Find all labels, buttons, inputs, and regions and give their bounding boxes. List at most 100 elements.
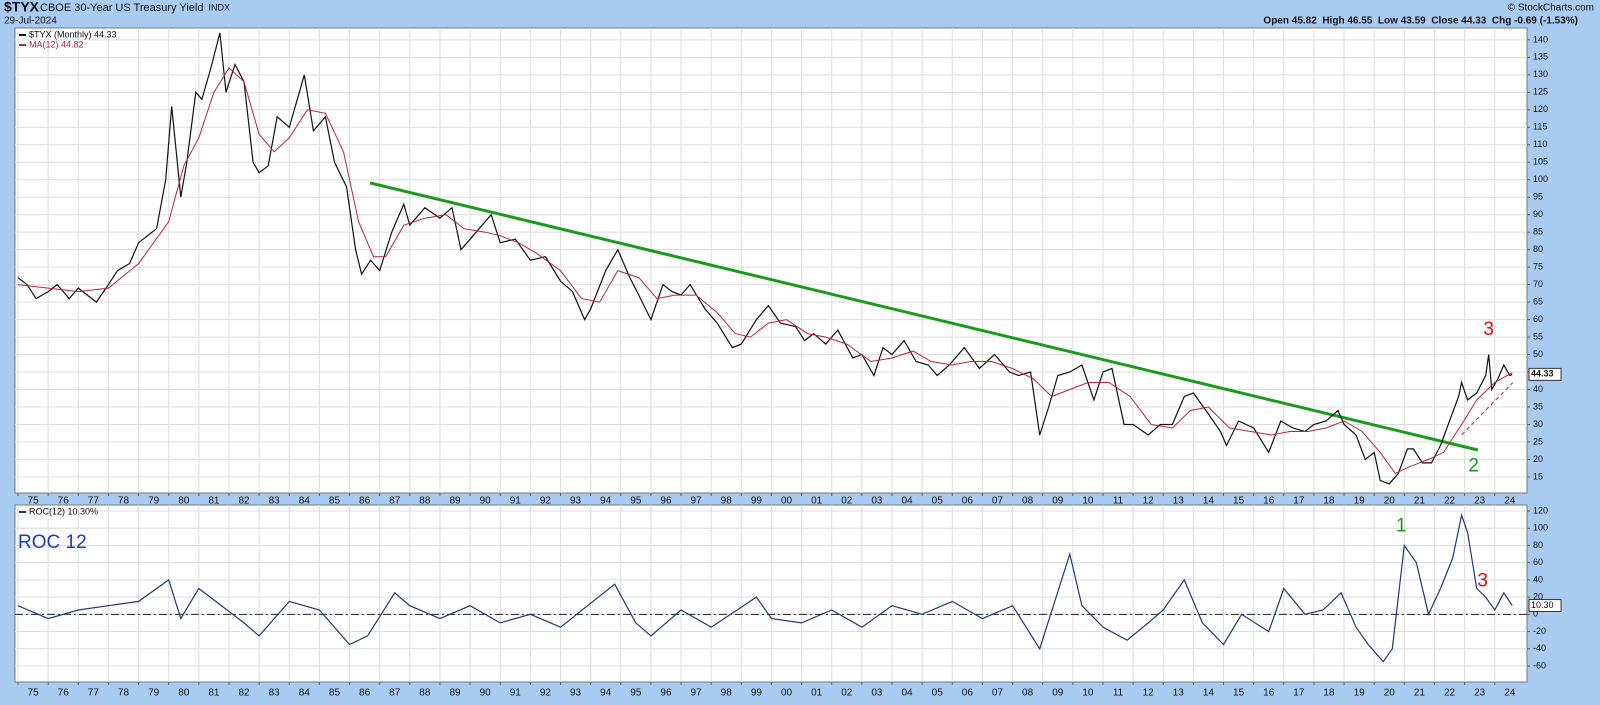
x-tick-label: 17 — [1293, 688, 1305, 699]
x-tick-label: 76 — [58, 688, 70, 699]
y-tick-label: -20 — [1533, 626, 1546, 636]
x-tick-label: 99 — [751, 496, 763, 507]
x-tick-label: 94 — [600, 688, 612, 699]
x-tick-label: 93 — [570, 496, 582, 507]
series-line — [17, 32, 1513, 485]
y-tick-label: 75 — [1533, 262, 1543, 272]
y-tick-label: 60 — [1533, 557, 1543, 567]
y-tick-label: 140 — [1533, 34, 1548, 44]
x-tick-label: 81 — [208, 496, 220, 507]
series-line — [17, 67, 1513, 475]
x-tick-label: 21 — [1414, 496, 1426, 507]
x-tick-label: 79 — [148, 496, 160, 507]
x-tick-label: 24 — [1504, 496, 1516, 507]
last-value-label: 10.30 — [1531, 600, 1554, 610]
y-tick-label: 0 — [1533, 609, 1538, 619]
x-tick-label: 16 — [1263, 496, 1275, 507]
x-tick-label: 87 — [389, 496, 401, 507]
date: 29-Jul-2024 — [4, 16, 57, 27]
annotation: 2 — [1468, 455, 1479, 476]
annotation: 3 — [1477, 571, 1488, 592]
x-tick-label: 03 — [871, 688, 883, 699]
x-tick-label: 00 — [781, 688, 793, 699]
x-tick-label: 78 — [118, 496, 130, 507]
x-tick-label: 96 — [660, 688, 672, 699]
x-tick-label: 82 — [238, 496, 250, 507]
x-tick-label: 06 — [962, 688, 974, 699]
y-tick-label: 125 — [1533, 87, 1548, 97]
x-tick-label: 13 — [1173, 688, 1185, 699]
x-tick-label: 03 — [871, 496, 883, 507]
y-tick-label: 130 — [1533, 69, 1548, 79]
x-tick-label: 12 — [1143, 688, 1155, 699]
x-tick-label: 87 — [389, 688, 401, 699]
x-tick-label: 07 — [992, 496, 1004, 507]
x-tick-label: 83 — [269, 688, 281, 699]
x-tick-label: 14 — [1203, 496, 1215, 507]
x-tick-label: 82 — [238, 688, 250, 699]
x-tick-label: 15 — [1233, 496, 1245, 507]
y-tick-label: 40 — [1533, 384, 1543, 394]
annotation: 3 — [1483, 319, 1494, 340]
x-tick-label: 15 — [1233, 688, 1245, 699]
y-tick-label: 65 — [1533, 296, 1543, 306]
x-tick-label: 07 — [992, 688, 1004, 699]
x-tick-label: 80 — [178, 496, 190, 507]
x-tick-label: 96 — [660, 496, 672, 507]
legend-label: MA(12) 44.82 — [29, 39, 84, 49]
x-tick-label: 17 — [1293, 496, 1305, 507]
x-tick-label: 16 — [1263, 688, 1275, 699]
x-tick-label: 08 — [1022, 496, 1034, 507]
x-tick-label: 10 — [1082, 496, 1094, 507]
x-tick-label: 22 — [1444, 496, 1456, 507]
y-tick-label: 50 — [1533, 349, 1543, 359]
x-tick-label: 12 — [1143, 496, 1155, 507]
x-tick-label: 77 — [88, 688, 100, 699]
x-tick-label: 88 — [419, 496, 431, 507]
x-tick-label: 92 — [540, 688, 552, 699]
x-tick-label: 79 — [148, 688, 160, 699]
x-tick-label: 90 — [480, 496, 492, 507]
source: © StockCharts.com — [1508, 3, 1594, 14]
quote: Open 45.82 High 46.55 Low 43.59 Close 44… — [1263, 16, 1578, 27]
y-tick-label: 70 — [1533, 279, 1543, 289]
x-tick-label: 89 — [449, 496, 461, 507]
x-tick-label: 23 — [1474, 688, 1486, 699]
symbol: $TYX — [4, 0, 40, 15]
y-tick-label: 30 — [1533, 419, 1543, 429]
x-tick-label: 85 — [329, 496, 341, 507]
x-tick-label: 99 — [751, 688, 763, 699]
x-tick-label: 83 — [269, 496, 281, 507]
x-tick-label: 04 — [902, 496, 914, 507]
annotation: 1 — [1396, 516, 1407, 537]
y-tick-label: 90 — [1533, 209, 1543, 219]
x-tick-label: 98 — [721, 688, 733, 699]
x-tick-label: 01 — [811, 496, 823, 507]
series-line — [17, 513, 1513, 663]
x-tick-label: 02 — [841, 688, 853, 699]
x-tick-label: 18 — [1323, 688, 1335, 699]
x-tick-label: 75 — [28, 496, 40, 507]
x-tick-label: 24 — [1504, 688, 1516, 699]
x-tick-label: 76 — [58, 496, 70, 507]
x-tick-label: 91 — [510, 496, 522, 507]
y-tick-label: 120 — [1533, 104, 1548, 114]
x-tick-label: 06 — [962, 496, 974, 507]
x-tick-label: 20 — [1384, 688, 1396, 699]
y-tick-label: 95 — [1533, 192, 1543, 202]
x-tick-label: 22 — [1444, 688, 1456, 699]
x-tick-label: 19 — [1354, 496, 1366, 507]
y-tick-label: 55 — [1533, 331, 1543, 341]
x-tick-label: 00 — [781, 496, 793, 507]
y-tick-label: 80 — [1533, 244, 1543, 254]
x-tick-label: 09 — [1052, 496, 1064, 507]
x-tick-label: 97 — [691, 688, 703, 699]
x-tick-label: 91 — [510, 688, 522, 699]
last-value-tag — [1528, 598, 1562, 612]
x-tick-label: 11 — [1113, 496, 1124, 507]
y-tick-label: 105 — [1533, 157, 1548, 167]
x-tick-label: 88 — [419, 688, 431, 699]
x-tick-label: 77 — [88, 496, 100, 507]
x-tick-label: 95 — [630, 496, 642, 507]
y-tick-label: 40 — [1533, 574, 1543, 584]
